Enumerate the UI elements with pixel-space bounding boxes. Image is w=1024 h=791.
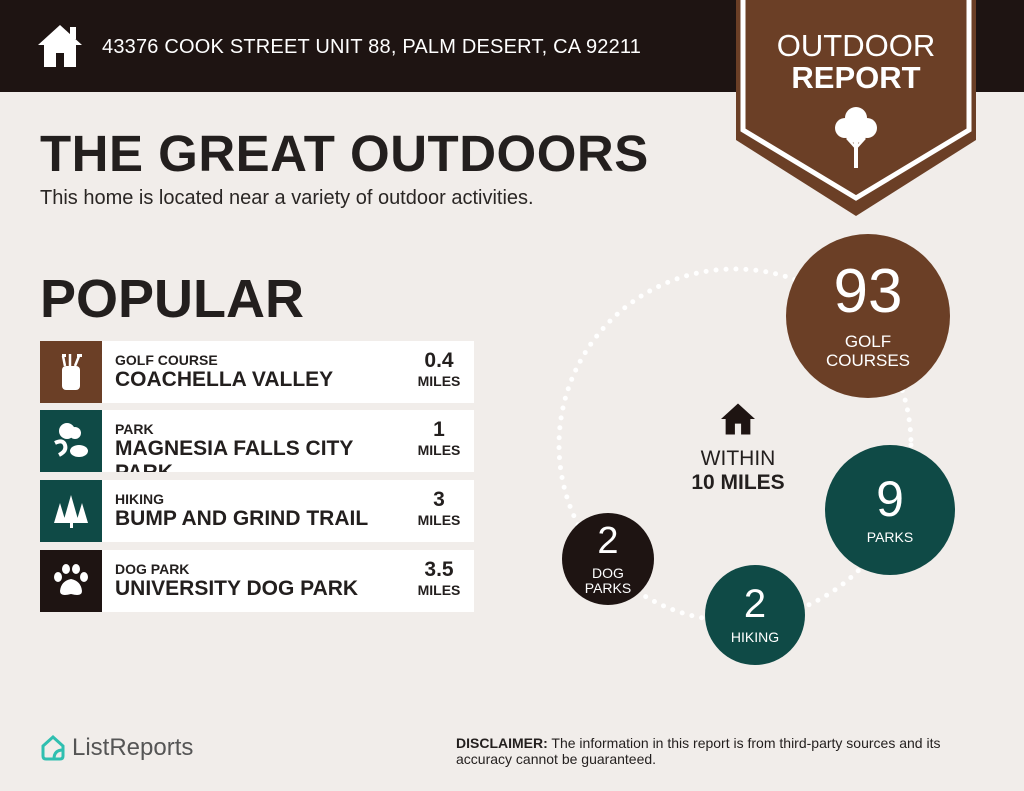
item-category: PARK (115, 421, 154, 437)
pine-trees-icon (40, 480, 102, 542)
popular-heading: POPULAR (40, 269, 305, 329)
item-category: GOLF COURSE (115, 352, 218, 368)
item-distance: 3 (433, 488, 445, 511)
count-value: 2 (743, 582, 767, 627)
count-label: HIKING (730, 629, 780, 646)
item-distance: 1 (433, 418, 445, 441)
disclaimer: DISCLAIMER: The information in this repo… (456, 735, 996, 767)
parks-count: 9 PARKS (825, 445, 955, 575)
paw-icon (40, 550, 102, 612)
popular-item: DOG PARK UNIVERSITY DOG PARK 3.5 MILES (40, 550, 474, 612)
count-label-2: PARKS (584, 580, 632, 596)
badge-line1: OUTDOOR (776, 28, 936, 63)
item-distance: 3.5 (424, 558, 454, 581)
item-name: BUMP AND GRIND TRAIL (115, 507, 369, 530)
dog-parks-count: 2 DOG PARKS (562, 513, 654, 605)
tree-icon (835, 107, 877, 168)
disclaimer-text: The information in this report is from t… (456, 735, 941, 767)
item-category: HIKING (115, 491, 164, 507)
item-name: COACHELLA VALLEY (115, 368, 334, 391)
listreports-logo: ListReports (40, 734, 193, 762)
item-name: UNIVERSITY DOG PARK (115, 577, 359, 600)
logo-text: ListReports (72, 734, 194, 761)
item-distance-unit: MILES (417, 442, 461, 458)
popular-item: GOLF COURSE COACHELLA VALLEY 0.4 MILES (40, 341, 474, 403)
count-value: 2 (597, 519, 619, 562)
house-icon (721, 403, 755, 435)
item-distance: 0.4 (424, 349, 454, 372)
listreports-logo-icon (41, 734, 65, 761)
badge-line2: REPORT (791, 60, 921, 95)
within-radius: WITHIN 10 MILES (680, 402, 796, 495)
item-distance-unit: MILES (417, 582, 461, 598)
count-label: GOLF (844, 332, 892, 352)
house-icon (38, 25, 82, 67)
page-title: THE GREAT OUTDOORS (40, 125, 649, 182)
count-value: 93 (833, 257, 903, 327)
item-distance-unit: MILES (417, 512, 461, 528)
within-distance: 10 MILES (691, 471, 785, 494)
item-category: DOG PARK (115, 561, 190, 577)
property-address: 43376 COOK STREET UNIT 88, PALM DESERT, … (102, 36, 642, 58)
item-distance-unit: MILES (417, 373, 461, 389)
hiking-count: 2 HIKING (705, 565, 805, 665)
count-label-2: COURSES (825, 351, 911, 370)
park-icon (40, 410, 102, 472)
disclaimer-label: DISCLAIMER: (456, 735, 548, 751)
golf-courses-count: 93 GOLF COURSES (786, 234, 950, 398)
golf-bag-icon (40, 341, 102, 403)
count-value: 9 (876, 471, 904, 528)
within-label: WITHIN (700, 447, 776, 470)
item-name: MAGNESIA FALLS CITY PARK (115, 437, 354, 472)
popular-item: HIKING BUMP AND GRIND TRAIL 3 MILES (40, 480, 474, 542)
outdoor-report-badge: OUTDOOR REPORT (736, 0, 976, 218)
page-subtitle: This home is located near a variety of o… (40, 187, 534, 209)
count-label: PARKS (866, 529, 914, 546)
count-label: DOG (592, 564, 624, 581)
